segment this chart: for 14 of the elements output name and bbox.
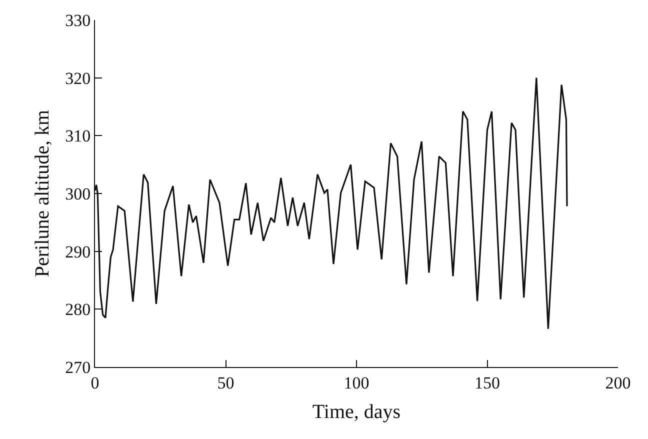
y-axis-title: Perilune altitude, km [32, 109, 54, 278]
y-tick-label: 310 [65, 126, 91, 146]
y-tick-label: 330 [65, 10, 91, 30]
y-tick-label: 320 [65, 68, 91, 88]
x-tick-label: 0 [90, 373, 100, 392]
y-tick-label: 280 [65, 300, 91, 320]
y-tick-label: 300 [65, 184, 91, 204]
x-axis-title: Time, days [312, 400, 401, 423]
x-tick-label: 50 [217, 373, 234, 392]
x-tick-label: 100 [344, 373, 370, 392]
y-tick-label: 290 [65, 242, 91, 262]
x-tick-label: 200 [605, 373, 631, 392]
x-tick-label: 150 [474, 373, 500, 392]
y-tick-label: 270 [65, 358, 91, 377]
